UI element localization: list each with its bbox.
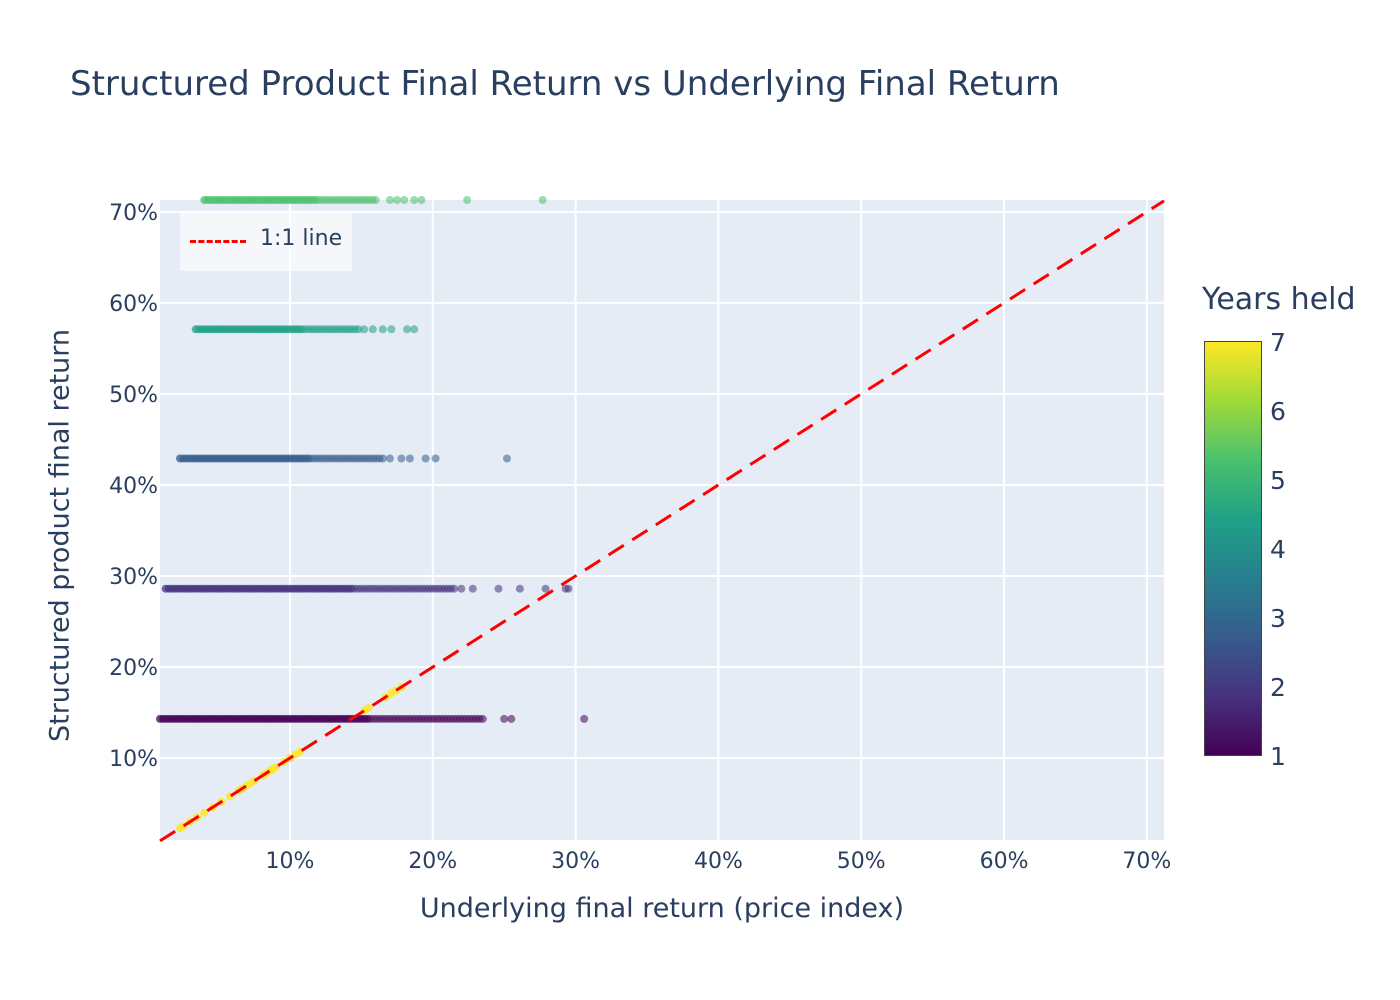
scatter-point	[478, 714, 487, 723]
reference-line-layer	[159, 199, 1165, 843]
colorbar-tick-label: 1	[1270, 742, 1286, 771]
legend-label-1-1-line: 1:1 line	[260, 226, 343, 251]
x-tick-label: 70%	[1122, 849, 1171, 874]
scatter-point	[378, 454, 387, 463]
colorbar-tick-label: 5	[1270, 466, 1286, 495]
colorbar-tick-label: 6	[1270, 397, 1286, 426]
scatter-point	[541, 584, 550, 593]
chart-title: Structured Product Final Return vs Under…	[70, 64, 1060, 104]
scatter-point	[403, 325, 412, 334]
scatter-point	[378, 325, 387, 334]
x-tick-label: 40%	[694, 849, 743, 874]
y-tick-label: 70%	[109, 201, 158, 226]
scatter-point	[410, 196, 419, 204]
scatter-point	[457, 584, 466, 593]
scatter-point	[507, 714, 516, 723]
y-tick-label: 30%	[109, 565, 158, 590]
colorbar-title: Years held	[1202, 282, 1356, 317]
colorbar-tick-label: 3	[1270, 604, 1286, 633]
scatter-point	[431, 454, 440, 463]
scatter-point	[417, 196, 426, 204]
scatter-point	[450, 584, 459, 593]
scatter-point	[405, 454, 414, 463]
scatter-point	[385, 196, 394, 204]
colorbar-tick-label: 4	[1270, 535, 1286, 564]
scatter-point	[364, 704, 373, 712]
x-tick-label: 10%	[266, 849, 315, 874]
x-tick-label: 50%	[837, 849, 886, 874]
scatter-point	[463, 196, 472, 204]
y-axis-label: Structured product final return	[44, 328, 76, 743]
scatter-point	[385, 454, 394, 463]
scatter-point	[503, 454, 511, 463]
scatter-point	[500, 714, 509, 723]
reference-line-1-1	[159, 199, 1165, 843]
colorbar-tick-label: 7	[1270, 328, 1286, 357]
x-tick-label: 30%	[551, 849, 600, 874]
scatter-point	[368, 325, 377, 334]
scatter-point	[360, 325, 369, 334]
y-tick-label: 10%	[109, 747, 158, 772]
y-tick-label: 40%	[109, 474, 158, 499]
scatter-point	[580, 714, 589, 723]
scatter-point	[421, 454, 430, 463]
x-tick-label: 20%	[408, 849, 457, 874]
y-tick-label: 20%	[109, 656, 158, 681]
x-tick-label: 60%	[980, 849, 1029, 874]
scatter-point	[371, 196, 380, 204]
scatter-point	[397, 454, 406, 463]
axis-tick-labels: 10% 20% 30% 40% 50% 60% 70% 10% 20% 30% 40% 50% 60% 7…	[109, 201, 1171, 874]
scatter-point	[564, 584, 573, 593]
scatter-point	[271, 763, 280, 772]
scatter-point	[410, 325, 419, 334]
x-axis-label: Underlying final return (price index)	[419, 893, 905, 924]
scatter-point	[494, 584, 503, 593]
colorbar-gradient	[1204, 341, 1262, 756]
scatter-point	[515, 584, 524, 593]
legend[interactable]: 1:1 line	[180, 212, 352, 271]
grid-lines	[160, 200, 1164, 840]
y-tick-label: 50%	[109, 383, 158, 408]
data-points	[156, 196, 589, 833]
scatter-point	[400, 196, 409, 204]
colorbar-tick-label: 2	[1270, 673, 1286, 702]
scatter-point	[354, 325, 363, 334]
scatter-point	[200, 808, 209, 817]
y-tick-label: 60%	[109, 292, 158, 317]
scatter-point	[538, 196, 547, 204]
legend-dashed-line-swatch	[190, 240, 246, 243]
scatter-point	[468, 584, 477, 593]
scatter-point	[393, 196, 402, 204]
scatter-point	[387, 325, 396, 334]
